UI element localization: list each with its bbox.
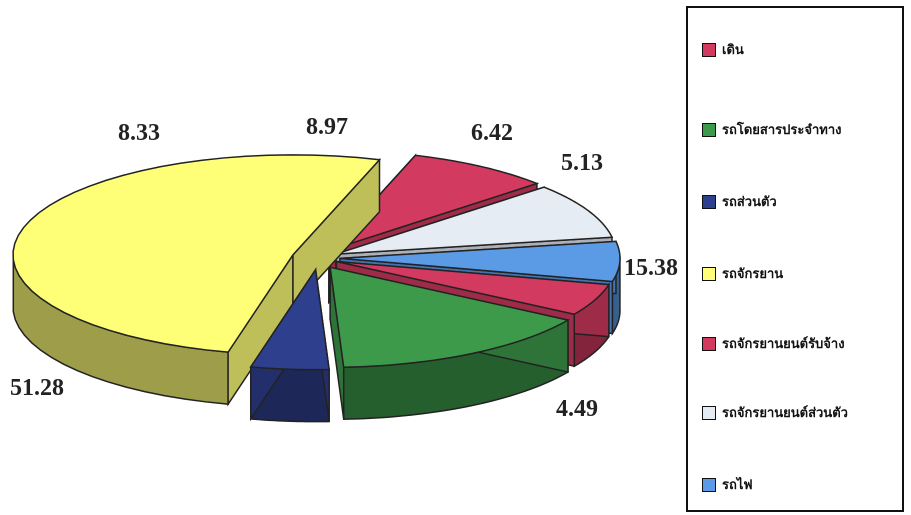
legend-label: รถไฟ [722,478,753,493]
slice-value-label: 6.42 [471,120,513,146]
legend-swatch [702,405,716,420]
legend-item: รถจักรยาน [702,263,783,284]
slice-value-label: 51.28 [10,375,64,401]
pie-slice-top [335,186,614,255]
legend-swatch [702,266,716,281]
legend-swatch [702,194,716,209]
legend-swatch [702,122,716,137]
slice-value-label: 8.33 [118,120,160,146]
pie-slice-top [326,154,540,253]
legend-label: เดิน [722,43,744,58]
legend-item: รถโดยสารประจำทาง [702,119,841,140]
legend-item: รถจักรยานยนต์รับจ้าง [702,333,845,354]
legend-item: เดิน [702,39,744,60]
legend-label: รถจักรยานยนต์รับจ้าง [722,337,845,352]
pie-slice [249,267,330,423]
pie-slice-top [329,266,571,368]
pie-slice-top [12,154,382,353]
slice-value-label: 15.38 [624,255,678,281]
slice-value-label: 8.97 [306,114,348,140]
slice-value-label: 4.49 [556,396,598,422]
pie-slice-top [249,267,330,371]
legend-item: รถไฟ [702,474,753,495]
legend-label: รถจักรยาน [722,267,784,282]
pie-slice-top [336,260,611,316]
slice-value-label: 5.13 [561,150,603,176]
legend-item: รถส่วนตัว [702,191,777,212]
pie-slice [12,154,382,407]
legend-swatch [702,477,716,492]
legend: เดินรถโดยสารประจำทางรถส่วนตัวรถจักรยานรถ… [686,6,904,512]
legend-swatch [702,42,716,57]
legend-label: รถโดยสารประจำทาง [722,123,842,138]
legend-label: รถส่วนตัว [722,195,777,210]
pie-slice [329,266,571,420]
legend-swatch [702,336,716,351]
pie-slice-top [339,240,621,283]
legend-label: รถจักรยานยนต์ส่วนตัว [722,406,848,421]
legend-item: รถจักรยานยนต์ส่วนตัว [702,402,848,423]
